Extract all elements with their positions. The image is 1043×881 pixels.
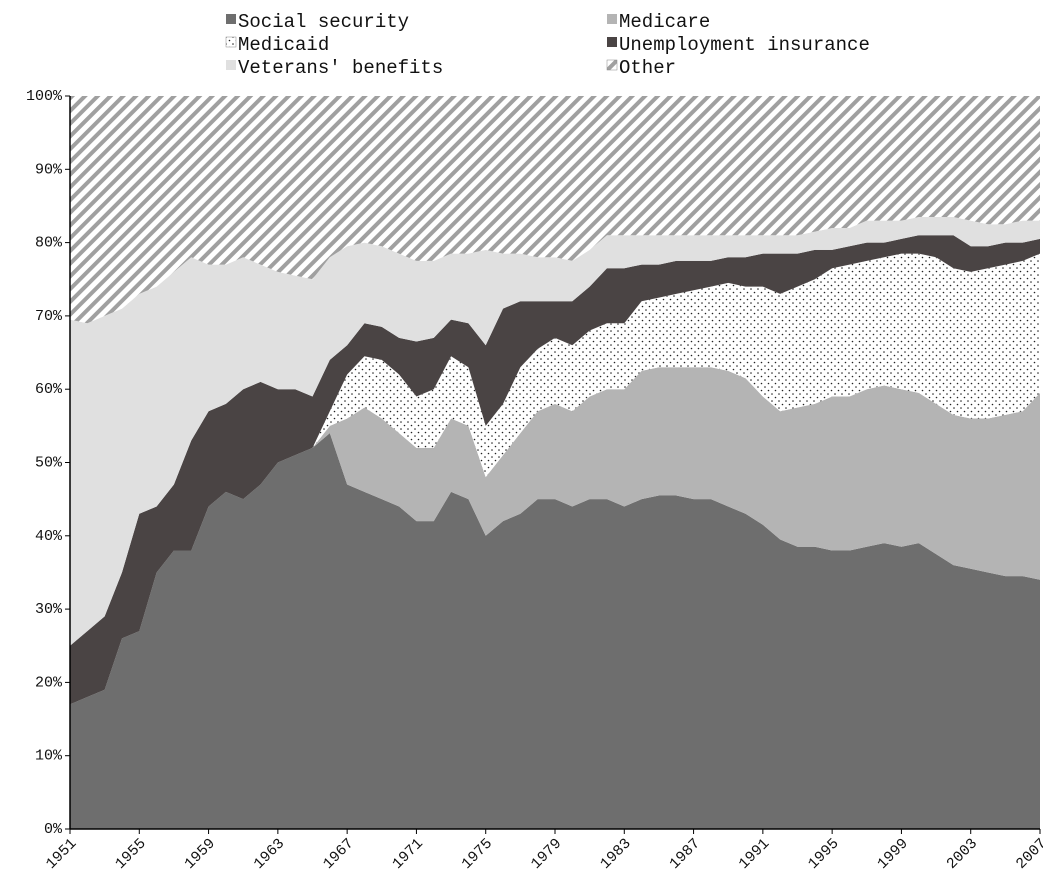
legend: Social security Medicare Medicaid Unemploym… [225,11,870,79]
x-tick-label: 1967 [320,835,357,872]
y-tick-label: 40% [35,528,63,545]
y-tick-label: 0% [44,821,63,838]
x-tick-label: 1959 [181,835,218,872]
legend-label: Social security [238,11,409,33]
legend-swatch [606,59,618,71]
x-tick-label: 1971 [389,835,426,872]
legend-label: Medicaid [238,34,329,56]
y-tick-label: 70% [35,308,63,325]
legend-swatch [607,14,617,24]
x-tick-label: 1987 [666,835,703,872]
area [70,367,1040,705]
x-tick-label: 1955 [112,835,149,872]
x-tick-label: 1991 [736,835,773,872]
y-tick-label: 20% [35,674,63,691]
y-tick-label: 90% [35,161,63,178]
x-tick-label: 1995 [805,835,842,872]
y-tick-label: 100% [26,88,63,105]
x-tick-label: 1983 [597,835,634,872]
legend-swatch [607,37,617,47]
y-tick-label: 50% [35,454,63,471]
plot-area [70,96,1040,829]
x-tick-label: 1963 [251,835,288,872]
y-tick-label: 60% [35,381,63,398]
area [70,433,1040,829]
area [70,96,1040,324]
y-tick-label: 30% [35,601,63,618]
x-tick-label: 1975 [459,835,496,872]
x-tick-label: 2007 [1013,835,1043,872]
area [70,216,1040,646]
x-tick-label: 1951 [43,835,80,872]
x-tick-label: 1999 [874,835,911,872]
legend-label: Medicare [619,11,710,33]
y-tick-label: 10% [35,748,63,765]
x-tick-label: 1979 [528,835,565,872]
area [70,253,1040,705]
legend-swatch [226,14,236,24]
legend-label: Other [619,57,676,79]
y-tick-label: 80% [35,235,63,252]
legend-label: Unemployment insurance [619,34,870,56]
legend-label: Veterans' benefits [238,57,443,79]
legend-swatch [225,36,237,48]
area [70,235,1040,705]
x-tick-label: 2003 [944,835,981,872]
legend-swatch [226,60,236,70]
